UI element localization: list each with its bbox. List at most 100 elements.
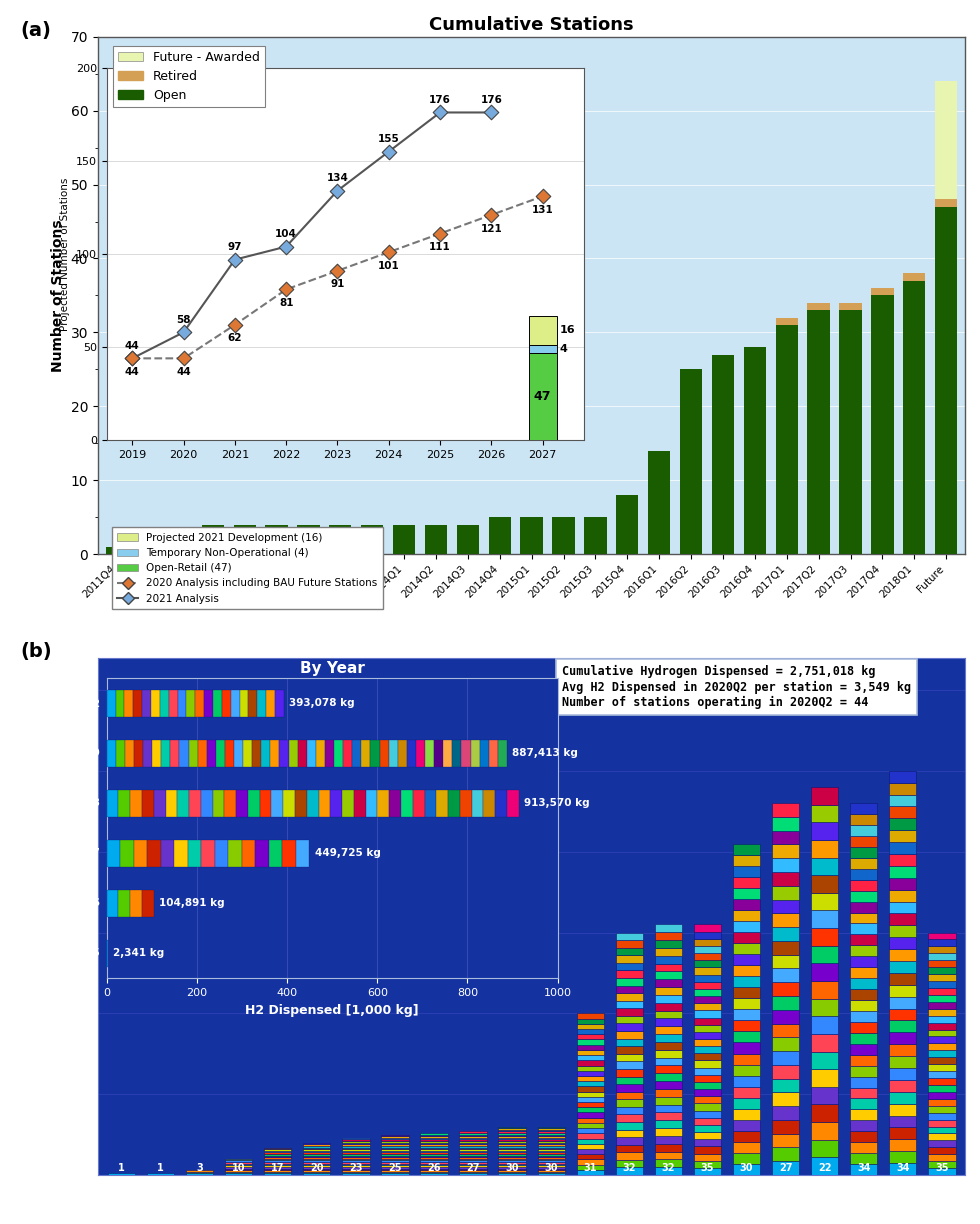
Bar xyxy=(381,1155,409,1157)
Bar xyxy=(850,1000,877,1011)
Bar xyxy=(499,1126,526,1129)
Bar xyxy=(694,1004,721,1010)
Bar xyxy=(576,1018,604,1023)
Bar xyxy=(264,1169,291,1170)
Bar xyxy=(694,1032,721,1039)
Bar xyxy=(928,1016,956,1022)
Bar xyxy=(733,988,760,999)
Bar xyxy=(772,1120,800,1133)
Bar xyxy=(694,1039,721,1047)
Bar xyxy=(303,1165,330,1166)
Bar xyxy=(928,1022,956,1029)
Bar xyxy=(303,1174,330,1175)
Bar xyxy=(694,924,721,931)
Bar xyxy=(850,934,877,945)
Bar xyxy=(733,876,760,887)
Bar xyxy=(928,1043,956,1050)
Bar xyxy=(808,302,830,310)
Bar xyxy=(850,1142,877,1153)
Bar xyxy=(537,1162,564,1164)
Bar xyxy=(615,1077,643,1084)
Bar xyxy=(615,978,643,985)
Bar xyxy=(928,1113,956,1120)
Bar xyxy=(576,1039,604,1044)
Bar xyxy=(733,854,760,865)
Bar xyxy=(928,1071,956,1078)
Bar xyxy=(811,823,838,840)
Bar xyxy=(342,1143,369,1144)
Bar xyxy=(889,913,916,925)
Bar xyxy=(499,1174,526,1175)
Bar xyxy=(460,1165,487,1166)
Bar xyxy=(303,1144,330,1146)
Bar xyxy=(537,1160,564,1162)
Bar xyxy=(576,1050,604,1055)
Bar xyxy=(460,1170,487,1171)
Bar xyxy=(499,1169,526,1170)
Text: 30: 30 xyxy=(740,1163,754,1173)
Bar xyxy=(460,1149,487,1151)
Bar xyxy=(576,1023,604,1029)
Bar xyxy=(264,1157,291,1159)
Bar xyxy=(733,1153,760,1164)
Bar xyxy=(264,1149,291,1151)
Bar xyxy=(615,1122,643,1130)
Bar xyxy=(537,1133,564,1135)
Bar xyxy=(928,995,956,1001)
Bar xyxy=(772,1106,800,1120)
Bar xyxy=(499,1143,526,1144)
Bar xyxy=(811,1122,838,1140)
Bar xyxy=(460,1136,487,1138)
Bar xyxy=(537,1171,564,1174)
Bar xyxy=(889,842,916,854)
Bar xyxy=(733,865,760,876)
Bar xyxy=(499,1171,526,1174)
Bar xyxy=(576,1159,604,1164)
Bar xyxy=(420,1143,448,1144)
Bar xyxy=(811,787,838,804)
Bar xyxy=(381,1160,409,1162)
Bar xyxy=(928,1099,956,1105)
Bar xyxy=(772,1078,800,1092)
Bar xyxy=(871,295,894,554)
Bar xyxy=(420,1144,448,1146)
Bar xyxy=(850,880,877,891)
Bar xyxy=(655,1129,682,1136)
Bar xyxy=(615,1099,643,1106)
Bar xyxy=(393,525,416,554)
Bar xyxy=(615,1152,643,1160)
Bar xyxy=(811,1051,838,1070)
Bar xyxy=(303,1155,330,1157)
Bar xyxy=(225,1169,252,1170)
Bar xyxy=(499,1170,526,1171)
Bar xyxy=(744,348,766,554)
Bar xyxy=(615,1130,643,1137)
Bar xyxy=(928,1029,956,1037)
Bar xyxy=(420,1166,448,1169)
Text: 32: 32 xyxy=(622,1163,636,1173)
Bar xyxy=(694,996,721,1004)
Bar xyxy=(303,1151,330,1153)
Bar xyxy=(537,1131,564,1133)
Bar xyxy=(460,1164,487,1165)
Bar xyxy=(499,1154,526,1155)
Bar xyxy=(537,1149,564,1151)
Bar xyxy=(225,1166,252,1169)
Bar xyxy=(889,1056,916,1069)
Bar xyxy=(381,1171,409,1174)
Bar xyxy=(694,1010,721,1017)
Bar xyxy=(655,1050,682,1058)
Bar xyxy=(655,963,682,972)
Bar xyxy=(928,988,956,995)
Bar xyxy=(225,1159,252,1160)
Bar xyxy=(381,1149,409,1151)
Bar xyxy=(381,1157,409,1159)
Bar xyxy=(655,1136,682,1143)
Bar xyxy=(381,1143,409,1144)
Bar xyxy=(811,1104,838,1122)
Bar xyxy=(775,317,798,326)
Bar xyxy=(889,865,916,878)
Bar xyxy=(889,961,916,973)
Bar xyxy=(615,1144,643,1152)
Bar xyxy=(460,1166,487,1169)
